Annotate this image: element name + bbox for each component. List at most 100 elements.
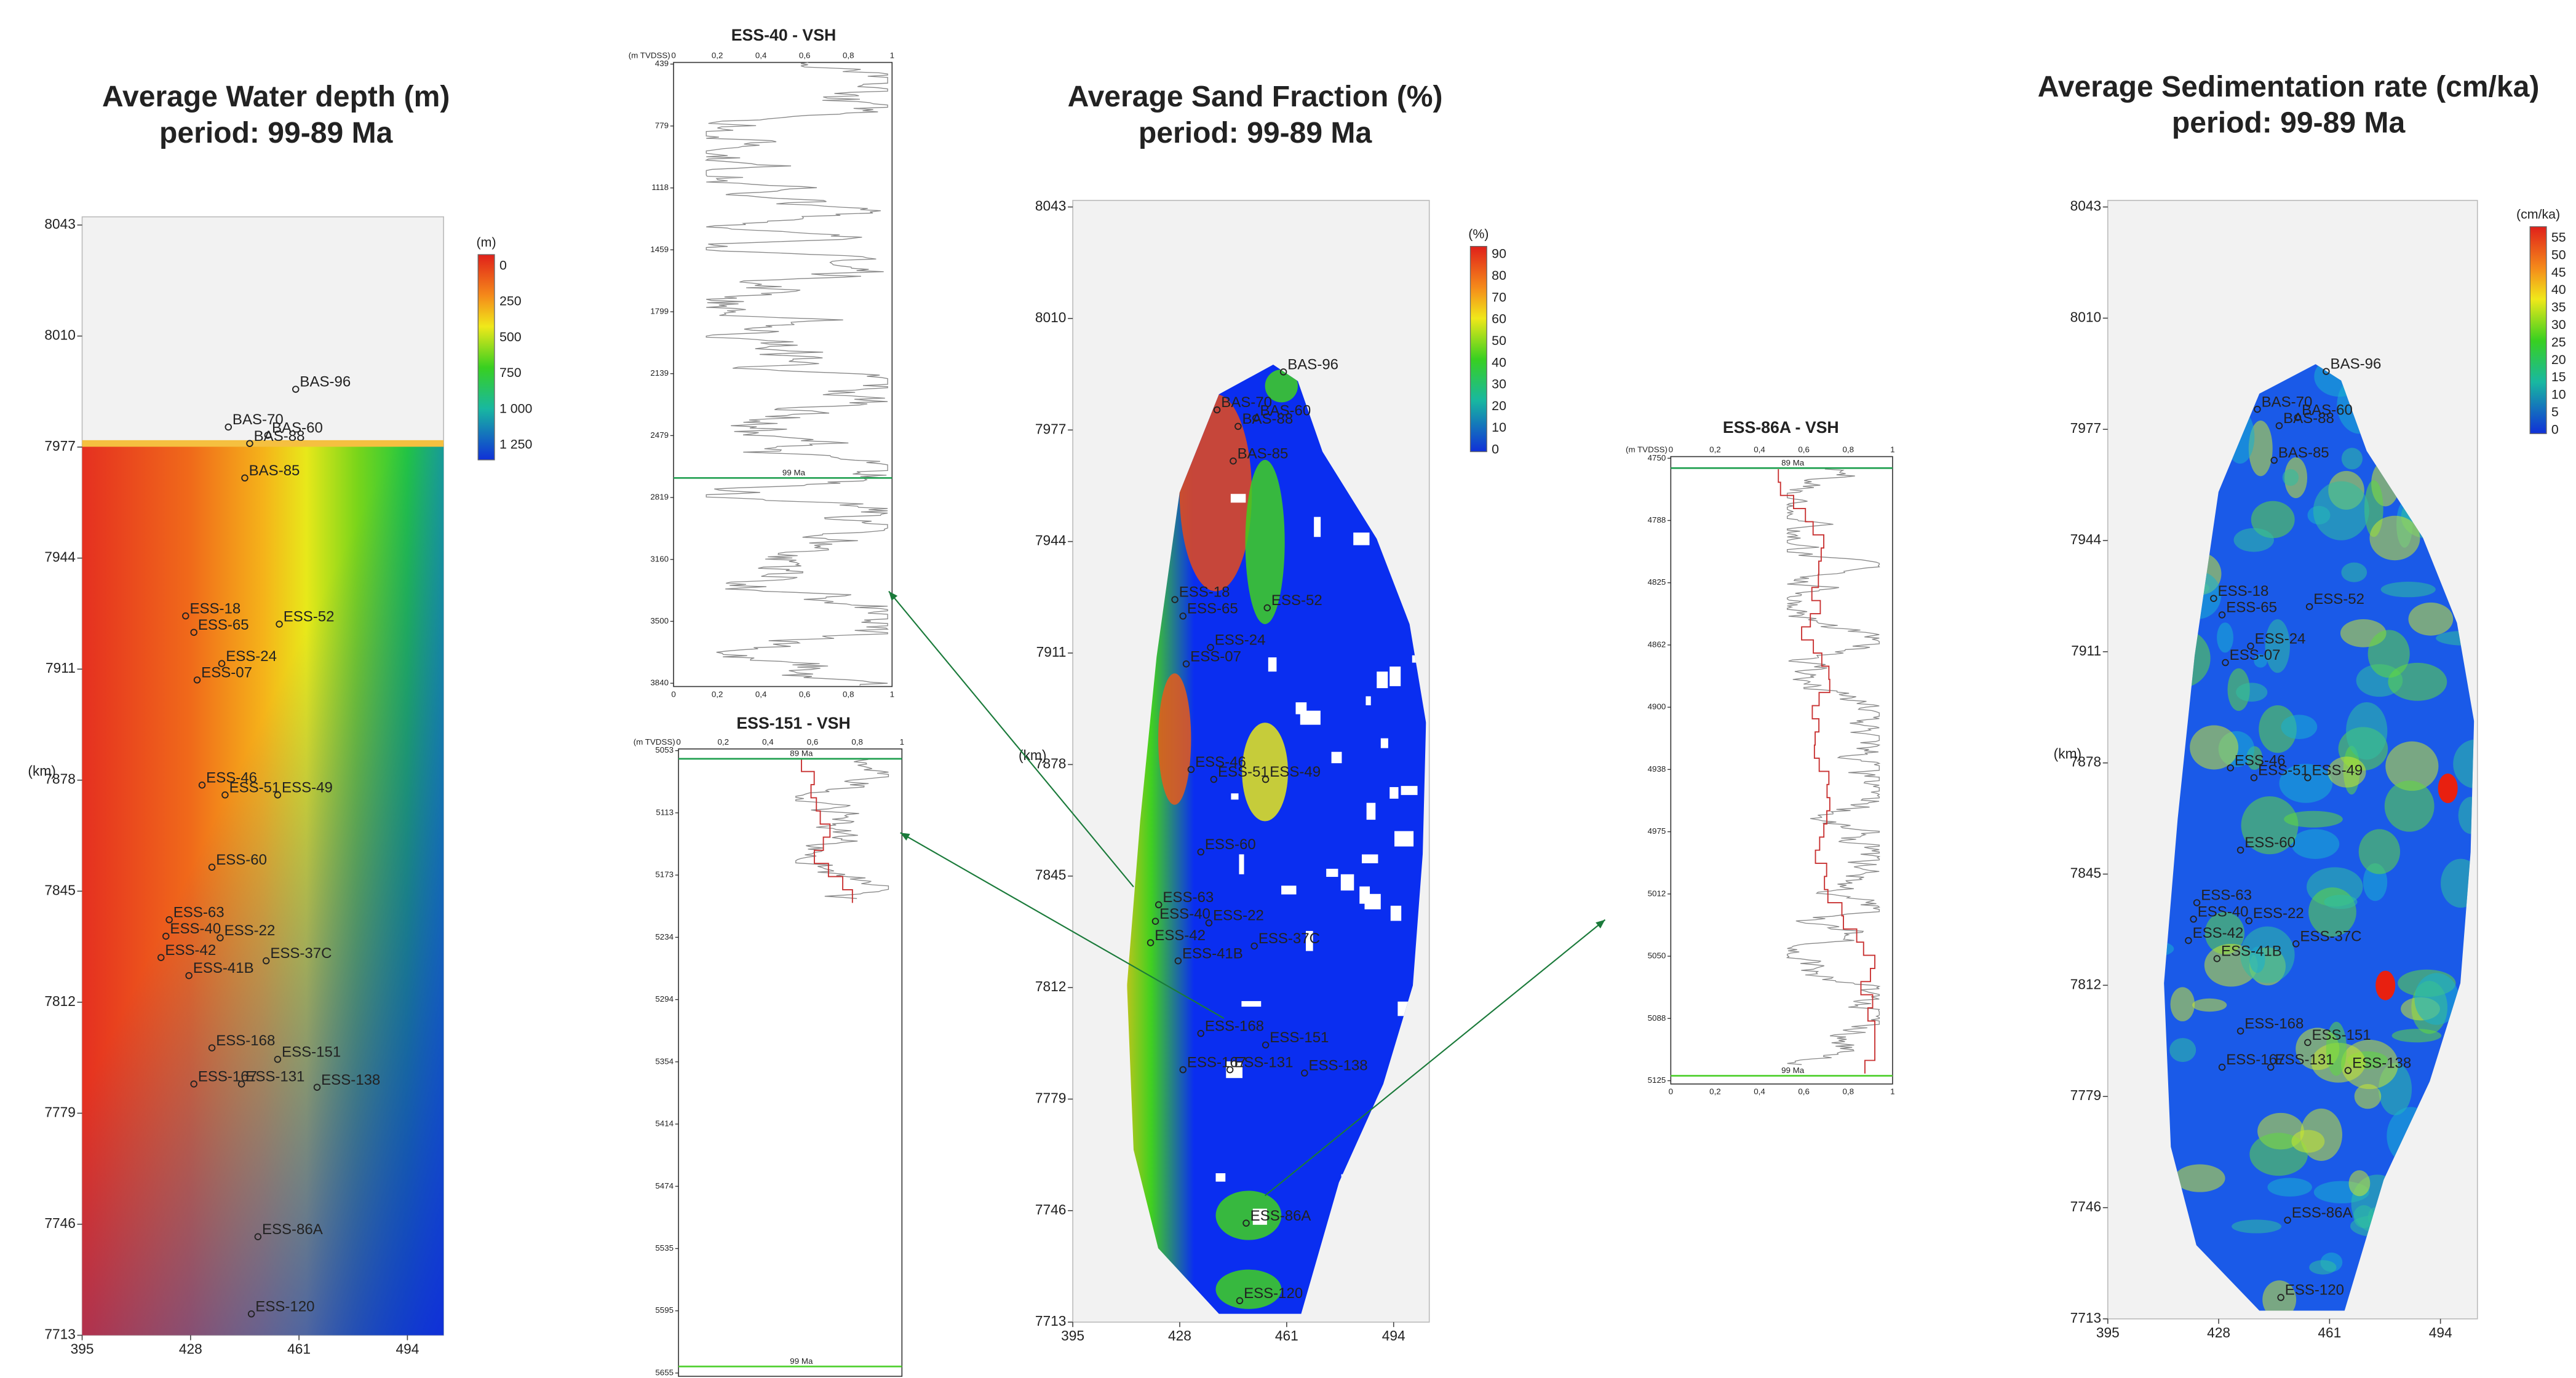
well-marker <box>1301 1069 1308 1077</box>
sed-patch <box>2369 515 2420 561</box>
well-marker <box>1197 1029 1204 1037</box>
x-tick-label: 494 <box>2429 1325 2452 1340</box>
well-marker <box>1174 957 1182 965</box>
y-tick-label: 7713 <box>2070 1310 2101 1326</box>
y-tick-label: 7713 <box>1035 1313 1066 1329</box>
y-tick-label: 7911 <box>1036 644 1067 660</box>
well-label: ESS-63 <box>1163 889 1214 906</box>
depth-tick-label: 5088 <box>1648 1013 1666 1023</box>
well-marker <box>2190 916 2197 923</box>
depth-tick-label: 2139 <box>650 368 669 378</box>
well-label: ESS-131 <box>2275 1051 2334 1068</box>
no-data-patch <box>1239 854 1244 874</box>
sed-patch <box>2248 420 2273 477</box>
arrow-head <box>888 591 898 601</box>
well-marker <box>1262 775 1270 783</box>
well-marker <box>182 612 189 620</box>
well-marker <box>2236 846 2244 854</box>
well-marker <box>1230 457 1237 465</box>
colorbar-tick-label: 15 <box>2551 370 2566 384</box>
well-marker <box>2344 1067 2352 1074</box>
y-tick-label: 7746 <box>2070 1198 2101 1214</box>
well-log: ESS-86A - VSH(m TVDSS) 000,20,20,40,40,60… <box>1626 418 1895 1096</box>
map-panel: Average Sedimentation rate (cm/ka)period… <box>2038 70 2566 1340</box>
well-marker <box>1171 596 1179 603</box>
x-tick-label: 428 <box>2207 1325 2230 1340</box>
well-marker <box>190 1080 197 1088</box>
no-data-patch <box>1390 905 1402 921</box>
well-label: ESS-65 <box>198 617 249 633</box>
no-data-patch <box>1364 893 1381 909</box>
well-label: ESS-42 <box>1155 927 1206 944</box>
colorbar-tick-label: 30 <box>2551 317 2566 332</box>
well-marker <box>1262 1041 1270 1049</box>
y-tick-label: 8043 <box>1035 198 1066 214</box>
arrow-head <box>900 833 910 841</box>
x-tick-label: 0 <box>1669 445 1673 454</box>
depth-tick-label: 5595 <box>655 1305 674 1315</box>
colorbar-tick-label: 25 <box>2551 335 2566 349</box>
well-marker <box>2245 917 2252 925</box>
depth-tick-label: 5053 <box>655 745 674 754</box>
no-data-patch <box>1366 802 1376 820</box>
depth-tick-label: 4900 <box>1648 702 1666 711</box>
well-label: ESS-51 <box>2258 762 2309 778</box>
no-data-patch <box>1295 702 1307 715</box>
well-label: ESS-22 <box>225 922 276 939</box>
well-marker <box>157 954 165 961</box>
well-marker <box>276 620 283 628</box>
y-tick-label: 7779 <box>1035 1090 1066 1106</box>
x-tick-label: 0,4 <box>755 689 767 699</box>
map-subtitle: period: 99-89 Ma <box>2172 106 2406 140</box>
well-marker <box>274 1056 282 1063</box>
sed-patch <box>2346 702 2388 760</box>
y-axis-label: (km) <box>28 762 55 778</box>
well-label: ESS-138 <box>321 1072 380 1088</box>
x-tick-label: 0,8 <box>843 50 854 60</box>
colorbar <box>477 254 495 461</box>
well-label: ESS-41B <box>2221 943 2282 960</box>
colorbar-tick-label: 0 <box>499 258 507 272</box>
y-tick-label: 7977 <box>1035 421 1066 437</box>
colorbar-tick-label: 45 <box>2551 265 2566 280</box>
well-label: ESS-151 <box>282 1043 341 1060</box>
depth-tick-label: 5474 <box>655 1181 674 1190</box>
colorbar-tick-label: 50 <box>1492 333 1506 348</box>
sed-patch <box>2282 469 2299 486</box>
depth-tick-label: 5234 <box>655 932 674 941</box>
well-label: ESS-49 <box>1270 764 1321 780</box>
well-label: ESS-63 <box>173 904 225 921</box>
well-marker <box>2294 414 2302 421</box>
well-marker <box>2218 611 2226 619</box>
no-data-patch <box>1252 1208 1267 1225</box>
x-tick-label: 428 <box>179 1341 202 1357</box>
x-tick-label: 494 <box>396 1341 419 1357</box>
well-marker <box>1179 1066 1187 1074</box>
well-label: ESS-40 <box>1159 906 1210 922</box>
no-data-patch <box>1241 1001 1262 1007</box>
y-tick-label: 7944 <box>2070 531 2101 547</box>
no-data-patch <box>1353 533 1370 545</box>
well-marker <box>2270 456 2278 464</box>
depth-unit: (m TVDSS) <box>634 737 675 746</box>
colorbar-tick-label: 80 <box>1492 268 1506 283</box>
map-subtitle: period: 99-89 Ma <box>159 116 394 149</box>
well-label: ESS-18 <box>1179 584 1230 601</box>
depth-tick-label: 439 <box>655 59 669 68</box>
depth-tick-label: 3840 <box>650 678 669 687</box>
well-label: ESS-86A <box>2292 1205 2353 1221</box>
age-marker-label: 99 Ma <box>790 1356 813 1366</box>
well-label: ESS-40 <box>170 921 221 937</box>
shelf-edge <box>82 440 444 447</box>
x-tick-label: 0,2 <box>717 737 729 746</box>
well-marker <box>2236 1027 2244 1035</box>
colorbar-unit: (m) <box>477 235 496 250</box>
well-label: ESS-24 <box>2255 630 2306 647</box>
y-tick-label: 7977 <box>44 438 75 454</box>
depth-tick-label: 3160 <box>650 554 669 563</box>
x-tick-label: 0,6 <box>799 689 811 699</box>
sed-patch <box>2391 1029 2442 1043</box>
well-label: ESS-07 <box>1190 648 1241 665</box>
sand-body <box>1245 459 1285 624</box>
well-label: ESS-86A <box>1250 1208 1311 1224</box>
